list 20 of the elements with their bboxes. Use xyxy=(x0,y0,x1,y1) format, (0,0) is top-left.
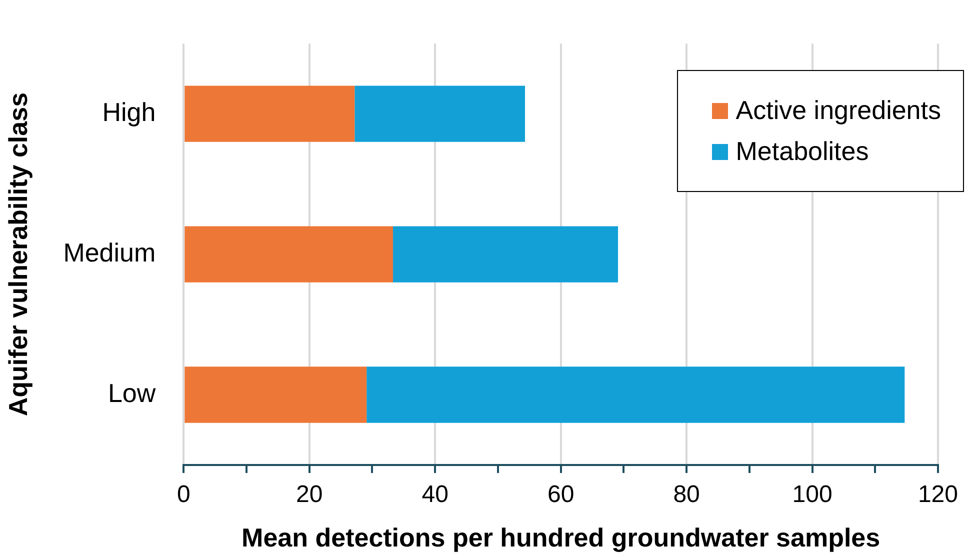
x-tick-label: 20 xyxy=(296,481,323,508)
bar xyxy=(184,226,393,282)
y-tick-label: High xyxy=(102,97,156,128)
bar xyxy=(354,86,525,142)
y-axis-title: Aquifer vulnerability class xyxy=(2,92,33,416)
legend-label: Active ingredients xyxy=(736,95,941,126)
x-tick-label: 120 xyxy=(918,481,958,508)
bar xyxy=(184,366,367,423)
x-tick-label: 80 xyxy=(673,481,700,508)
y-tick-label: Medium xyxy=(63,237,156,268)
x-tick-label: 100 xyxy=(792,481,832,508)
x-tick-label: 60 xyxy=(547,481,574,508)
bar xyxy=(366,366,905,423)
x-tick-label: 40 xyxy=(422,481,448,508)
bar xyxy=(184,86,355,142)
x-axis-title: Mean detections per hundred groundwater samples xyxy=(242,522,880,553)
x-tick-label: 0 xyxy=(176,481,190,508)
bar xyxy=(392,226,618,282)
y-tick-label: Low xyxy=(108,378,156,408)
legend-label: Metabolites xyxy=(736,136,869,167)
